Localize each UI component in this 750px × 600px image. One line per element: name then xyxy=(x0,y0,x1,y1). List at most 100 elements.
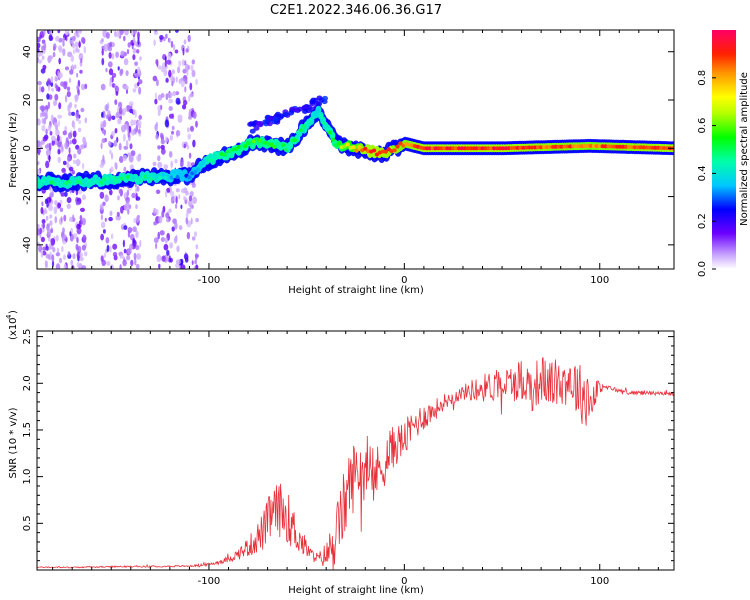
spectrogram-noise-cell xyxy=(175,91,180,96)
spectrogram-noise-cell xyxy=(136,215,140,223)
spectrogram-noise-cell xyxy=(127,248,132,255)
snr-y-multiplier: (x10 4 ) xyxy=(5,310,19,340)
spectrogram-noise-cell xyxy=(76,33,80,38)
spectrogram-noise-cell xyxy=(172,91,177,97)
spectrogram-noise-cell xyxy=(191,182,196,188)
spectrogram-noise-cell xyxy=(55,124,59,131)
spectrogram-noise-cell xyxy=(75,201,80,206)
spectrogram-ridge-core xyxy=(283,147,289,152)
spectrogram-noise-cell xyxy=(177,66,181,74)
colorbar-tick-label: 0.8 xyxy=(697,70,708,86)
spectrogram-noise-cell xyxy=(108,68,114,76)
spectrogram-noise-cell xyxy=(135,244,140,251)
spectrogram-noise-cell xyxy=(80,107,85,113)
spectrogram-noise-cell xyxy=(82,234,87,242)
spectrogram-noise-cell xyxy=(53,206,58,215)
spectrogram-noise-cell xyxy=(139,239,142,248)
spectrogram-noise-cell xyxy=(183,253,189,260)
spectrogram-noise-cell xyxy=(137,66,141,75)
spectrogram-noise-cell xyxy=(123,248,127,254)
spectrogram-noise-cell xyxy=(109,245,112,253)
spectrogram-noise-cell xyxy=(52,247,56,253)
spectrogram-noise-cell xyxy=(45,148,51,157)
spectrogram-noise-cell xyxy=(72,130,77,138)
snr-y-tick-label: 0.5 xyxy=(22,515,33,531)
spectrogram-noise-cell xyxy=(110,152,114,160)
spectrogram-noise-cell xyxy=(130,129,136,136)
spectrogram-noise-cell xyxy=(51,260,55,268)
spectrogram-noise-cell xyxy=(74,41,79,48)
spectrogram-noise-cell xyxy=(155,134,159,140)
spectrogram-y-tick-label: 40 xyxy=(22,45,33,58)
spectrogram-noise-cell xyxy=(289,106,296,112)
spectrogram-noise-cell xyxy=(45,160,50,169)
spectrogram-noise-cell xyxy=(164,237,168,244)
snr-x-axis-label: Height of straight line (km) xyxy=(288,585,424,596)
spectrogram-noise-cell xyxy=(171,81,174,87)
spectrogram-ridge-core xyxy=(37,181,43,186)
spectrogram-noise-cell xyxy=(109,149,112,155)
spectrogram-noise-cell xyxy=(102,120,107,128)
spectrogram-noise-cell xyxy=(47,101,51,110)
spectrogram-ridge-core xyxy=(371,148,377,153)
spectrogram-noise-cell xyxy=(158,263,161,269)
spectrogram-noise-cell xyxy=(175,188,180,193)
spectrogram-noise-cell xyxy=(72,233,78,240)
spectrogram-noise-cell xyxy=(115,31,121,38)
spectrogram-noise-cell xyxy=(66,203,71,209)
spectrogram-noise-cell xyxy=(186,161,190,169)
spectrogram-noise-cell xyxy=(71,138,77,145)
spectrogram-noise-cell xyxy=(183,143,186,149)
spectrogram-noise-cell xyxy=(53,100,58,106)
spectrogram-noise-cell xyxy=(272,116,279,122)
spectrogram-noise-cell xyxy=(123,203,129,211)
spectrogram-ridge-core xyxy=(383,149,388,154)
spectrogram-noise-cell xyxy=(175,97,181,105)
snr-x-tick-label: -100 xyxy=(198,576,221,587)
spectrogram-noise-cell xyxy=(37,80,42,86)
spectrogram-noise-cell xyxy=(117,66,120,71)
spectrogram-ridge-core xyxy=(319,114,324,119)
spectrogram-noise-cell xyxy=(108,52,112,59)
spectrogram-ridge-core xyxy=(111,175,116,180)
spectrogram-noise-cell xyxy=(171,125,175,131)
spectrogram-noise-cell xyxy=(174,159,178,164)
spectrogram-noise-cell xyxy=(155,59,159,65)
spectrogram-noise-cell xyxy=(186,127,190,133)
spectrogram-noise-cell xyxy=(119,254,124,259)
spectrogram-noise-cell xyxy=(165,212,170,219)
spectrogram-ridge-core xyxy=(222,153,227,157)
spectrogram-noise-cell xyxy=(42,136,48,142)
spectrogram-ridge-core xyxy=(316,107,321,112)
spectrogram-noise-cell xyxy=(62,160,67,166)
spectrogram-noise-cell xyxy=(132,119,137,126)
spectrogram-noise-cell xyxy=(257,121,264,126)
spectrogram-noise-cell xyxy=(48,204,53,212)
spectrogram-noise-cell xyxy=(55,252,61,257)
spectrogram-noise-cell xyxy=(184,77,187,85)
spectrogram-noise-cell xyxy=(43,207,47,214)
colorbar-label: Normalized spectral amplitude xyxy=(739,72,750,226)
spectrogram-noise-cell xyxy=(64,66,70,71)
spectrogram-noise-cell xyxy=(182,47,185,56)
spectrogram-noise-cell xyxy=(130,259,134,267)
spectrogram-ridge-core xyxy=(160,172,166,177)
spectrogram-noise-cell xyxy=(70,259,74,266)
snr-x-ticks: -100 0 100 xyxy=(52,331,659,587)
spectrogram-noise-cell xyxy=(188,195,193,202)
spectrogram-noise-cell xyxy=(134,73,139,78)
spectrogram-noise-cell xyxy=(129,143,133,150)
spectrogram-noise-cell xyxy=(78,127,82,132)
spectrogram-noise-cell xyxy=(60,143,63,152)
snr-plot-area xyxy=(37,331,674,570)
spectrogram-noise-cell xyxy=(190,217,193,225)
spectrogram-noise-cell xyxy=(157,65,162,70)
spectrogram-noise-cell xyxy=(45,253,51,259)
spectrogram-noise-cell xyxy=(57,202,62,208)
spectrogram-noise-cell xyxy=(309,99,316,105)
spectrogram-noise-cell xyxy=(63,263,67,269)
spectrogram-noise-cell xyxy=(157,161,163,169)
spectrogram-noise-cell xyxy=(61,245,64,253)
spectrogram-noise-cell xyxy=(73,124,76,130)
spectrogram-noise-cell xyxy=(60,192,65,197)
